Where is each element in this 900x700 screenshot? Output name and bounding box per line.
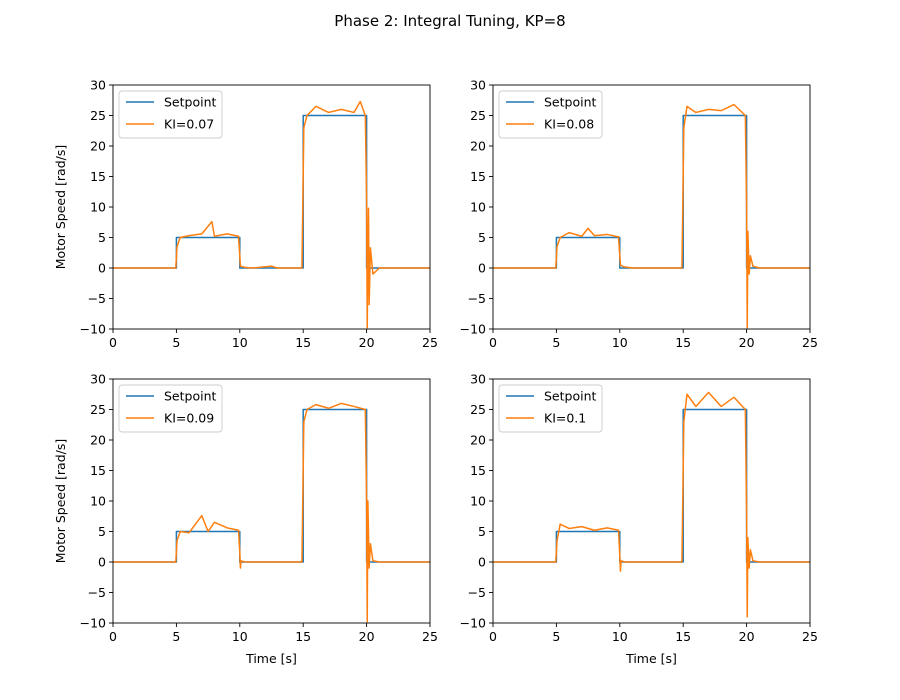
y-tick-label: 25: [90, 402, 106, 417]
figure-title: Phase 2: Integral Tuning, KP=8: [334, 12, 565, 30]
x-tick-label: 15: [675, 335, 691, 350]
legend-entry: Setpoint: [164, 389, 217, 404]
y-tick-label: 5: [98, 524, 106, 539]
y-tick-label: −10: [460, 322, 486, 337]
legend-entry: KI=0.1: [544, 411, 586, 426]
x-tick-label: 25: [802, 335, 818, 350]
x-tick-label: 0: [109, 629, 117, 644]
x-tick-label: 15: [675, 629, 691, 644]
series-line-response: [493, 391, 810, 618]
y-axis-label: Motor Speed [rad/s]: [53, 439, 68, 563]
x-tick-label: 25: [422, 629, 438, 644]
y-tick-label: 5: [478, 230, 486, 245]
y-tick-label: 10: [90, 494, 106, 509]
y-tick-label: 25: [90, 108, 106, 123]
series-group: [113, 100, 430, 329]
x-tick-label: 5: [552, 629, 560, 644]
x-tick-label: 25: [422, 335, 438, 350]
x-tick-label: 5: [552, 335, 560, 350]
subplot-3: 0 5 10 15 20 25 −10 −5 0 5 10 15 20 25 30 Motor Speed […: [53, 372, 438, 667]
y-tick-label: 25: [470, 108, 486, 123]
y-tick-label: 30: [90, 372, 106, 387]
y-tick-label: 10: [470, 494, 486, 509]
y-tick-label: 15: [90, 169, 106, 184]
y-tick-label: −5: [468, 291, 486, 306]
y-tick-label: −10: [80, 322, 106, 337]
y-tick-label: 30: [470, 372, 486, 387]
y-tick-label: 20: [90, 433, 106, 448]
y-tick-label: 0: [478, 261, 486, 276]
y-tick-label: 5: [478, 524, 486, 539]
x-tick-label: 10: [232, 629, 248, 644]
y-tick-label: 10: [470, 200, 486, 215]
x-tick-label: 5: [172, 629, 180, 644]
x-tick-label: 20: [739, 629, 755, 644]
series-group: [493, 103, 810, 329]
legend: Setpoint KI=0.08: [498, 90, 603, 139]
y-tick-label: 0: [478, 555, 486, 570]
y-tick-label: −5: [88, 291, 106, 306]
x-tick-label: 0: [489, 335, 497, 350]
y-tick-label: 0: [98, 261, 106, 276]
y-tick-label: 20: [90, 139, 106, 154]
subplot-2: 0 5 10 15 20 25 −10 −5 0 5 10 15 20 25 30 Setpoint KI=0.…: [460, 78, 818, 351]
legend: Setpoint KI=0.09: [118, 384, 223, 433]
series-line-response: [113, 402, 430, 623]
x-tick-label: 0: [109, 335, 117, 350]
subplot-1: 0 5 10 15 20 25 −10 −5 0 5 10 15 20 25 30 Motor Speed […: [53, 78, 438, 351]
y-tick-label: −10: [460, 616, 486, 631]
y-tick-label: 15: [90, 463, 106, 478]
y-tick-label: 20: [470, 433, 486, 448]
x-axis-label: Time [s]: [245, 651, 297, 666]
legend-entry: Setpoint: [544, 389, 597, 404]
y-tick-label: −5: [468, 585, 486, 600]
x-tick-label: 15: [295, 629, 311, 644]
x-tick-label: 15: [295, 335, 311, 350]
y-tick-label: 25: [470, 402, 486, 417]
y-tick-label: 0: [98, 555, 106, 570]
legend: Setpoint KI=0.1: [498, 384, 603, 433]
y-tick-label: −5: [88, 585, 106, 600]
y-tick-label: 30: [470, 78, 486, 93]
series-group: [493, 391, 810, 618]
series-line-response: [113, 100, 430, 329]
x-tick-label: 5: [172, 335, 180, 350]
y-axis-label: Motor Speed [rad/s]: [53, 145, 68, 269]
legend-entry: KI=0.07: [164, 117, 214, 132]
x-tick-label: 10: [612, 335, 628, 350]
x-tick-label: 10: [612, 629, 628, 644]
y-tick-label: 30: [90, 78, 106, 93]
y-tick-label: 20: [470, 139, 486, 154]
legend-entry: KI=0.09: [164, 411, 214, 426]
legend-entry: Setpoint: [544, 95, 597, 110]
legend: Setpoint KI=0.07: [118, 90, 223, 139]
x-tick-label: 25: [802, 629, 818, 644]
x-tick-label: 20: [739, 335, 755, 350]
subplot-4: 0 5 10 15 20 25 −10 −5 0 5 10 15 20 25 30 Time [s] Setpo…: [460, 372, 818, 667]
legend-entry: KI=0.08: [544, 117, 594, 132]
y-tick-label: 15: [470, 169, 486, 184]
x-tick-label: 0: [489, 629, 497, 644]
y-tick-label: 5: [98, 230, 106, 245]
y-tick-label: 15: [470, 463, 486, 478]
x-tick-label: 20: [359, 629, 375, 644]
x-tick-label: 10: [232, 335, 248, 350]
series-line-response: [493, 103, 810, 329]
x-tick-label: 20: [359, 335, 375, 350]
series-group: [113, 402, 430, 623]
y-tick-label: 10: [90, 200, 106, 215]
legend-entry: Setpoint: [164, 95, 217, 110]
x-axis-label: Time [s]: [625, 651, 677, 666]
y-tick-label: −10: [80, 616, 106, 631]
